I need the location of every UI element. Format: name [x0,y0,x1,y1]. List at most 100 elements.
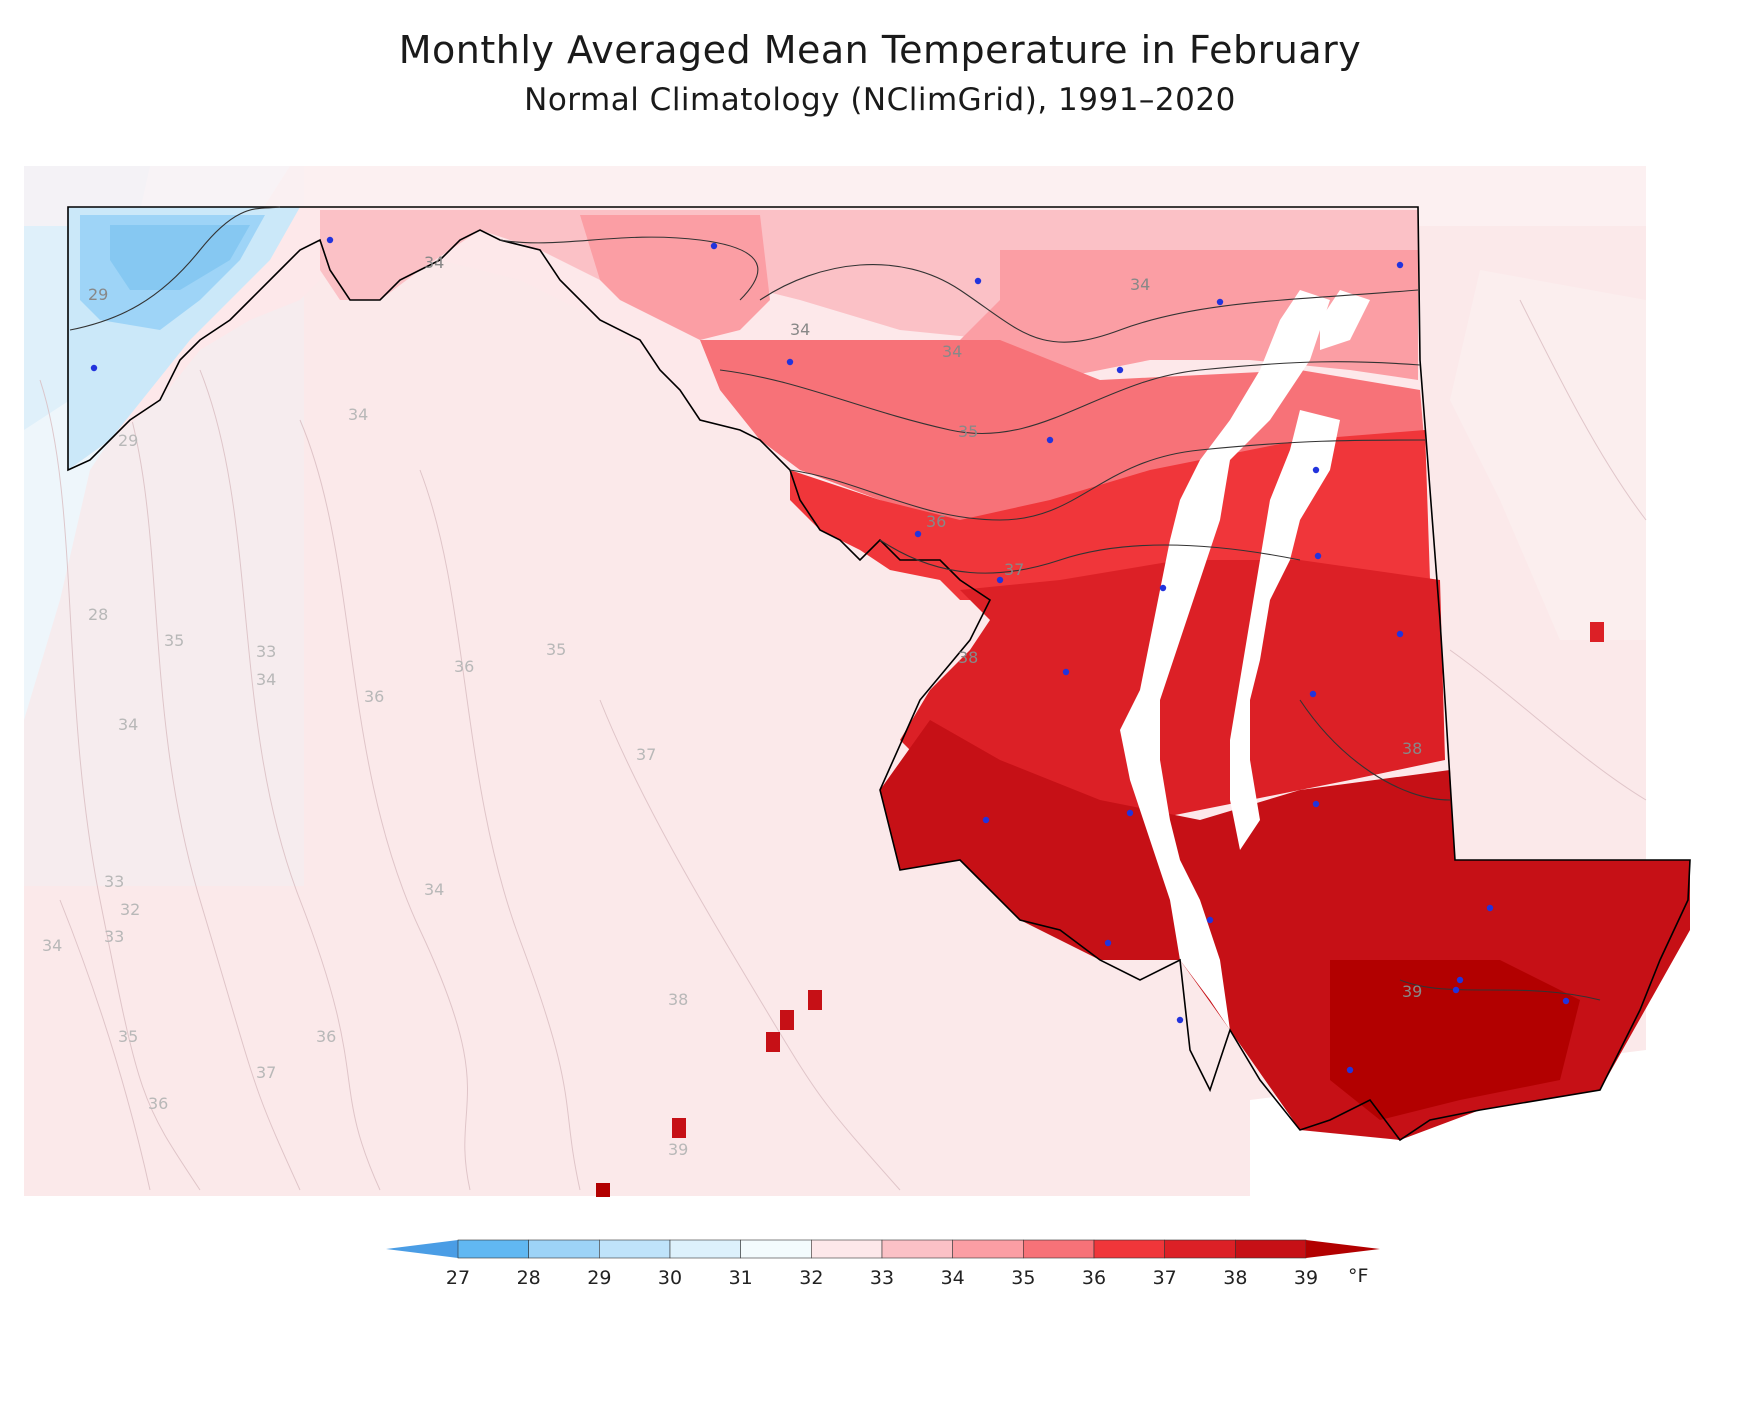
contour-label: 36 [316,1027,336,1046]
station-dot [1046,436,1054,444]
contour-label: 36 [148,1094,168,1113]
contour-label: 36 [926,512,946,531]
contour-label: 36 [364,687,384,706]
legend-swatch [811,1239,883,1259]
contour-lines [69,206,1601,1001]
station-dot [1396,630,1404,638]
contour-label: 33 [256,642,276,661]
station-dot [326,236,334,244]
state-contour-labels: 34 34 34 34 35 36 37 38 38 39 29 [88,253,1422,1001]
legend-swatch [1023,1239,1095,1259]
legend-swatch [528,1239,600,1259]
station-dot [1562,997,1570,1005]
contour-label: 34 [348,405,368,424]
station-dot [982,816,990,824]
legend-tick-label: 28 [517,1267,541,1289]
station-dot [1452,986,1460,994]
legend-tick-label: 36 [1082,1267,1106,1289]
contour-label: 37 [1004,560,1024,579]
station-dot [1456,976,1464,984]
contour-label: 34 [42,936,62,955]
legend-swatch [1093,1239,1165,1259]
contour-label: 33 [104,872,124,891]
contour-label: 29 [88,285,108,304]
contour-label: 34 [424,880,444,899]
contour-label: 39 [1402,982,1422,1001]
contour-label: 35 [546,640,566,659]
legend-tick-label: 33 [870,1267,894,1289]
contour-label: 34 [118,715,138,734]
station-dot [1312,466,1320,474]
contour-label: 35 [118,1027,138,1046]
station-dot [90,364,98,372]
station-dot [1176,1016,1184,1024]
legend-swatch [740,1239,812,1259]
legend-tick-label: 31 [729,1267,753,1289]
contour-label: 37 [256,1063,276,1082]
legend-swatch [1235,1239,1307,1259]
legend-unit: °F [1348,1265,1368,1287]
station-dot [1216,298,1224,306]
chesapeake-bay [1120,290,1370,1030]
legend-tick-label: 34 [941,1267,965,1289]
contour-label: 34 [942,342,962,361]
temperature-bands [320,210,1690,1140]
contour-label: 34 [424,253,444,272]
contour-label: 33 [104,927,124,946]
contour-label: 38 [1402,739,1422,758]
legend-tick-label: 35 [1011,1267,1035,1289]
map-title: Monthly Averaged Mean Temperature in Feb… [398,28,1362,72]
legend-tick-label: 29 [587,1267,611,1289]
station-markers [90,236,1570,1074]
station-dot [1396,261,1404,269]
station-dot [1116,366,1124,374]
station-dot [1486,904,1494,912]
contour-label: 29 [118,431,138,450]
contour-label: 34 [790,320,810,339]
station-dot [974,277,982,285]
station-dot [996,576,1004,584]
station-dot [1346,1066,1354,1074]
legend-swatch [669,1239,741,1259]
background-contours [39,299,1647,1191]
station-dot [1312,800,1320,808]
station-dot [1314,552,1322,560]
contour-label: 37 [636,745,656,764]
outside-contour-labels: 34 29 28 35 33 34 36 36 35 34 37 34 33 3… [42,405,688,1159]
legend-tick-label: 39 [1294,1267,1318,1289]
station-dot [1126,809,1134,817]
legend-swatch [1164,1239,1236,1259]
contour-label: 34 [256,670,276,689]
legend-over-arrow [1306,1240,1380,1258]
contour-label: 38 [958,648,978,667]
legend-tick-label: 37 [1153,1267,1177,1289]
contour-label: 35 [958,422,978,441]
station-dot [914,530,922,538]
station-dot [786,358,794,366]
contour-label: 28 [88,605,108,624]
state-border [67,206,1691,1142]
station-dot [1104,939,1112,947]
station-dot [1309,690,1317,698]
station-dot [1206,916,1214,924]
legend-swatch [952,1239,1024,1259]
color-legend: 27 28 29 30 31 32 33 34 35 36 37 38 39 °F [386,1239,1380,1289]
contour-label: 36 [454,657,474,676]
legend-under-arrow [386,1240,458,1258]
station-dot [1062,668,1070,676]
legend-tick-label: 32 [799,1267,823,1289]
contour-label: 34 [1130,275,1150,294]
legend-swatch [881,1239,953,1259]
legend-tick-label: 30 [658,1267,682,1289]
legend-tick-label: 38 [1223,1267,1247,1289]
legend-tick-label: 27 [446,1267,470,1289]
contour-label: 32 [120,900,140,919]
legend-swatch [599,1239,671,1259]
outlier-cells [596,622,1604,1197]
contour-label: 35 [164,631,184,650]
station-dot [1159,584,1167,592]
contour-label: 39 [668,1140,688,1159]
contour-label: 38 [668,990,688,1009]
station-dot [710,242,718,250]
